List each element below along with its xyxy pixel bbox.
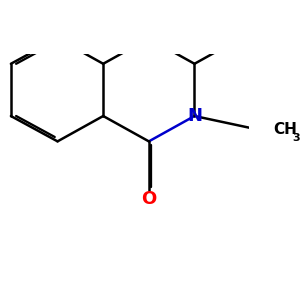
Text: N: N bbox=[187, 107, 202, 125]
Text: 3: 3 bbox=[292, 133, 300, 143]
Text: O: O bbox=[141, 190, 157, 208]
Text: CH: CH bbox=[273, 122, 297, 137]
